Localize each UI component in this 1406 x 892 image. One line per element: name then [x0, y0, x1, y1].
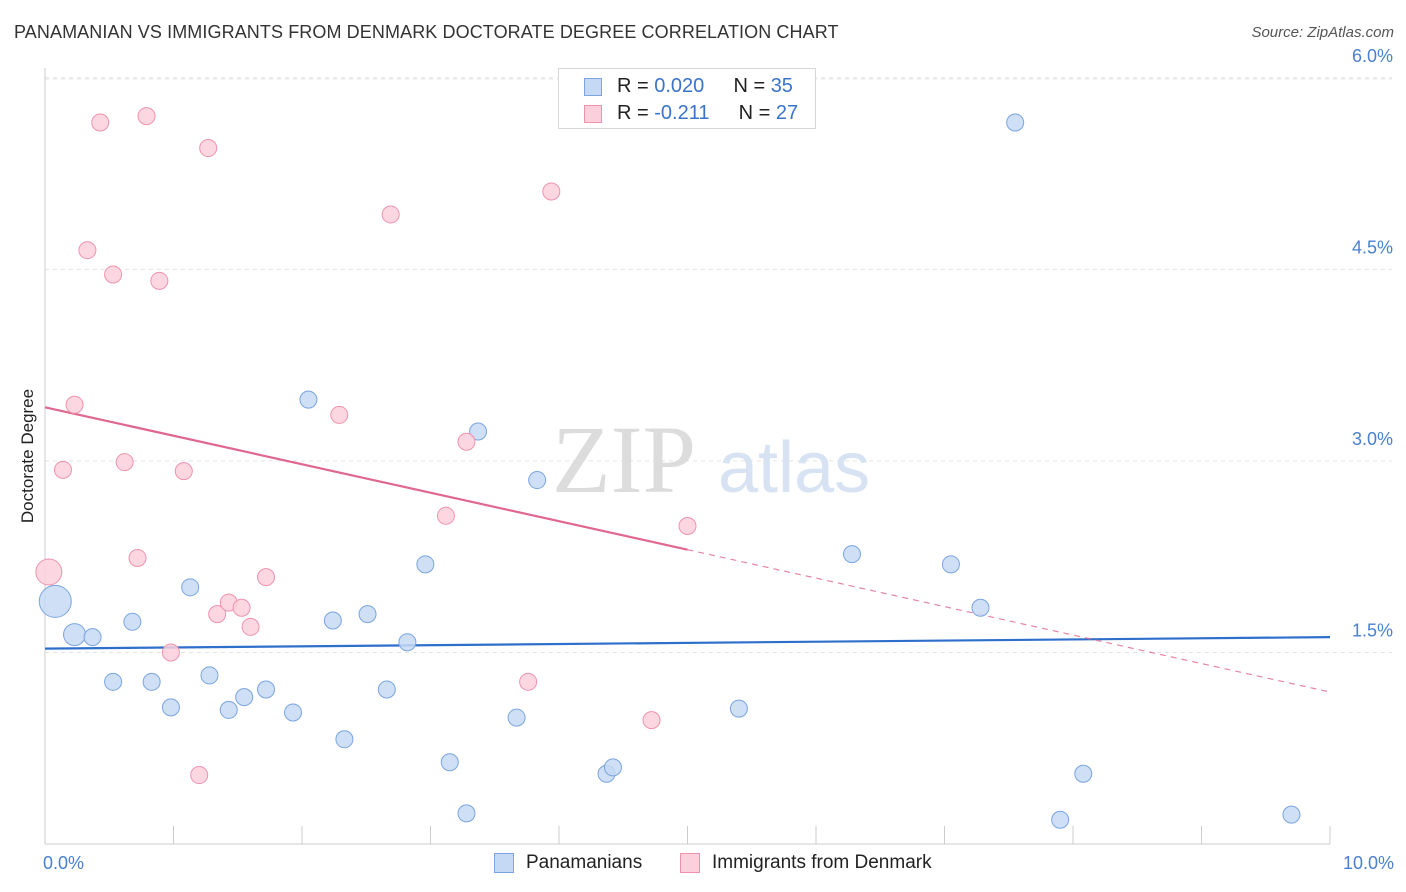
denmark-point [436, 506, 455, 525]
correlation-legend: R = 0.020 N = 35 R = -0.211 N = 27 [558, 68, 816, 129]
denmark-point [457, 432, 476, 451]
denmark-point [678, 517, 697, 536]
legend-swatch-pink [680, 853, 700, 873]
denmark-point [381, 205, 400, 224]
legend-r-value: 0.020 [654, 75, 705, 97]
legend-r-label: R = [617, 102, 655, 124]
panamanian-point [123, 612, 142, 631]
legend-swatch-blue [494, 853, 514, 873]
denmark-point [91, 113, 110, 132]
panamanian-point [142, 672, 161, 691]
watermark-zip: ZIP [552, 406, 696, 513]
panamanian-point [161, 698, 180, 717]
panamanian-point [323, 611, 342, 630]
x-ticks [173, 826, 1331, 844]
panamanian-point [257, 680, 276, 699]
legend-swatch-pink [584, 105, 602, 123]
denmark-point [128, 548, 147, 567]
panamanian-point [1051, 810, 1070, 829]
denmark-point [78, 241, 97, 260]
bottom-legend-label: Immigrants from Denmark [712, 852, 932, 873]
legend-n-value: 35 [770, 75, 793, 97]
panamanian-point [416, 555, 435, 574]
x-tick-labels: 0.0% 10.0% [43, 853, 1394, 873]
y-tick-label: 4.5% [1352, 237, 1393, 257]
trend-line-solid-1 [44, 406, 688, 551]
panamanian-point [377, 680, 396, 699]
panamanian-point [83, 628, 102, 647]
panamanian-point [1282, 805, 1301, 824]
denmark-point [137, 107, 156, 126]
legend-swatch-blue [584, 78, 602, 96]
trend-line-0 [44, 636, 1331, 650]
denmark-point [257, 568, 276, 587]
panamanian-point [358, 605, 377, 624]
denmark-point [642, 711, 661, 730]
denmark-point [208, 605, 227, 624]
y-tick-label: 3.0% [1352, 429, 1393, 449]
panamanian-point [104, 672, 123, 691]
panamanian-point [200, 666, 219, 685]
denmark-point [542, 182, 561, 201]
panamanian-point [38, 584, 72, 618]
bottom-legend-label: Panamanians [526, 852, 643, 873]
panamanian-point [219, 700, 238, 719]
denmark-point [115, 453, 134, 472]
legend-r-label: R = [617, 75, 655, 97]
panamanian-point [603, 758, 622, 777]
denmark-point [199, 139, 218, 158]
legend-n-label: N = [733, 75, 771, 97]
denmark-point [65, 395, 84, 414]
legend-n-value: 27 [775, 102, 799, 124]
y-tick-label: 6.0% [1352, 46, 1393, 66]
denmark-point [104, 265, 123, 284]
panamanian-point [469, 422, 488, 441]
panamanian-point [457, 804, 476, 823]
denmark-point [161, 643, 180, 662]
chart-title: PANAMANIAN VS IMMIGRANTS FROM DENMARK DO… [14, 22, 839, 42]
panamanian-point [299, 390, 318, 409]
panamanian-point [1074, 764, 1093, 783]
panamanian-point [528, 471, 547, 490]
denmark-point [53, 460, 72, 479]
y-tick-labels: 1.5% 3.0% 4.5% 6.0% [1352, 46, 1393, 641]
panamanian-point [63, 623, 87, 647]
panamanian-point [181, 578, 200, 597]
panamanian-point [941, 555, 960, 574]
legend-n-label: N = [738, 102, 776, 124]
denmark-point [232, 598, 251, 617]
denmark-point [330, 405, 349, 424]
denmark-point [519, 672, 538, 691]
panamanian-point [398, 633, 417, 652]
panamanian-point [335, 730, 354, 749]
y-axis-title: Doctorate Degree [18, 389, 37, 523]
denmark-point [150, 271, 169, 290]
watermark-atlas: atlas [718, 428, 870, 508]
panamanian-point [729, 699, 748, 718]
denmark-point [35, 558, 63, 586]
y-tick-label: 1.5% [1352, 620, 1393, 640]
watermark: ZIP atlas [552, 406, 870, 513]
legend-r-value: -0.211 [654, 102, 710, 124]
grid-layer [45, 77, 1392, 653]
panamanian-point [1006, 113, 1025, 132]
x-tick-label: 10.0% [1343, 853, 1394, 873]
x-tick-label: 0.0% [43, 853, 84, 873]
denmark-point [190, 766, 209, 785]
panamanian-point [235, 688, 254, 707]
panamanian-point [507, 708, 526, 727]
source-label: Source: ZipAtlas.com [1251, 24, 1394, 41]
denmark-point [174, 462, 193, 481]
panamanian-point [440, 753, 459, 772]
panamanian-point [842, 545, 861, 564]
data-points [35, 107, 1301, 829]
panamanian-point [971, 598, 990, 617]
panamanian-point [284, 703, 303, 722]
trend-lines [44, 406, 1331, 693]
trend-line-dashed-1 [687, 549, 1331, 693]
denmark-point [241, 617, 260, 636]
